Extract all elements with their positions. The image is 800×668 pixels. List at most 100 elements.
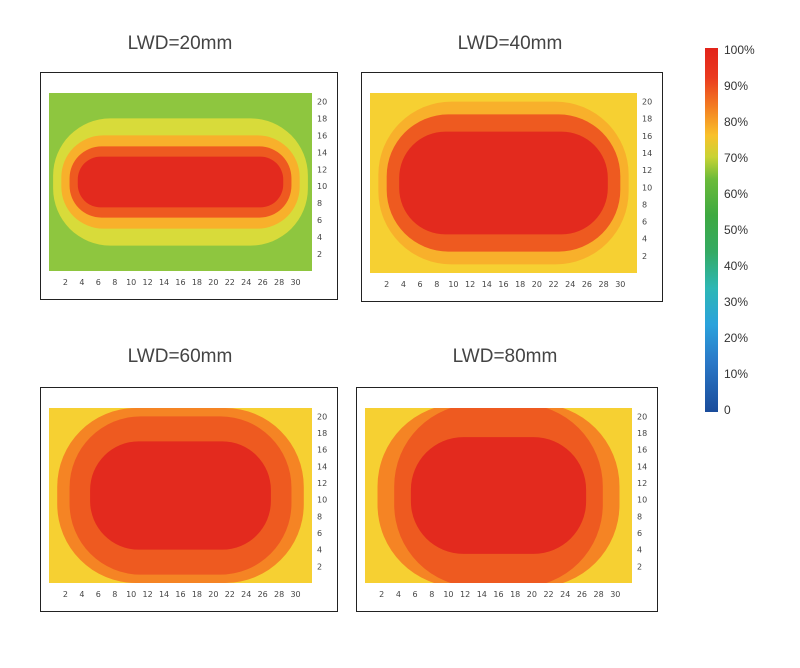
x-tick-label: 8 [429,590,434,599]
y-tick-label: 16 [317,446,327,455]
y-tick-label: 8 [637,512,642,521]
colorbar-tick-label: 80% [724,115,749,129]
x-tick-label: 4 [396,590,401,599]
x-tick-label: 28 [594,590,604,599]
x-tick-label: 6 [96,590,101,599]
x-tick-label: 14 [477,590,487,599]
panel-title: LWD=40mm [457,33,563,54]
heatmap-zone [410,437,587,554]
heatmap-svg: 2 4 6 8 10 12 14 16 18 20 22 24 26 28 3020181614121086… [49,408,327,599]
heatmap-panel: 2 4 6 8 10 12 14 16 18 20 22 24 26 28 30 20 18 16 14 12 10 8 6… [40,387,338,612]
x-tick-label: 16 [498,280,508,289]
colorbar-tick-label: 100% [724,43,755,57]
x-tick-label: 6 [413,590,418,599]
x-tick-label: 22 [225,278,235,287]
x-tick-label: 20 [208,278,218,287]
x-tick-label: 18 [192,590,202,599]
x-tick-label: 14 [159,278,169,287]
heatmap-svg: 2 4 6 8 10 12 14 16 18 20 22 24 26 28 3020181614121086… [370,93,652,289]
y-tick-label: 6 [317,529,322,538]
x-tick-label: 14 [159,590,169,599]
x-tick-label: 20 [208,590,218,599]
x-tick-label: 6 [96,278,101,287]
x-tick-label: 20 [532,280,542,289]
heatmap-panel: 2 4 6 8 10 12 14 16 18 20 22 24 26 28 30 20 18 16 14 12 10 8 6… [356,387,658,612]
x-tick-label: 24 [560,590,570,599]
x-tick-label: 10 [126,590,136,599]
x-tick-label: 18 [192,278,202,287]
heatmap-svg: 2 4 6 8 10 12 14 16 18 20 22 24 26 28 3020181614121086… [49,93,327,287]
x-tick-label: 2 [384,280,389,289]
y-tick-label: 20 [317,97,327,106]
y-tick-label: 18 [637,429,647,438]
x-tick-label: 20 [527,590,537,599]
x-tick-label: 10 [443,590,453,599]
x-tick-label: 10 [126,278,136,287]
colorbar-tick-label: 90% [724,79,749,93]
y-tick-label: 8 [642,200,647,209]
y-tick-label: 8 [317,199,322,208]
y-tick-label: 16 [637,446,647,455]
x-tick-label: 2 [63,590,68,599]
x-tick-label: 26 [258,278,268,287]
x-tick-label: 16 [493,590,503,599]
y-tick-label: 14 [317,462,327,471]
y-tick-label: 6 [637,529,642,538]
x-tick-label: 12 [465,280,475,289]
x-tick-label: 16 [175,278,185,287]
y-tick-label: 6 [642,218,647,227]
y-tick-label: 16 [642,132,652,141]
y-tick-label: 4 [637,546,642,555]
y-tick-label: 12 [317,165,327,174]
heatmap-svg: 2 4 6 8 10 12 14 16 18 20 22 24 26 28 3020181614121086… [365,408,647,599]
x-tick-label: 4 [79,590,84,599]
x-tick-label: 8 [112,590,117,599]
x-tick-label: 2 [379,590,384,599]
y-tick-label: 10 [637,496,647,505]
x-tick-label: 4 [79,278,84,287]
panel-title: LWD=80mm [452,346,558,367]
y-tick-label: 8 [317,512,322,521]
y-tick-label: 20 [642,98,652,107]
y-tick-label: 2 [637,562,642,571]
y-tick-label: 16 [317,131,327,140]
y-tick-label: 10 [317,182,327,191]
x-tick-label: 8 [112,278,117,287]
x-tick-label: 22 [548,280,558,289]
y-tick-label: 18 [317,429,327,438]
x-tick-label: 2 [63,278,68,287]
y-tick-label: 12 [642,166,652,175]
y-tick-label: 18 [642,115,652,124]
x-tick-label: 22 [543,590,553,599]
x-tick-label: 30 [610,590,620,599]
panel-title: LWD=20mm [127,33,233,54]
y-tick-label: 14 [637,462,647,471]
x-tick-label: 10 [448,280,458,289]
x-tick-label: 28 [274,278,284,287]
y-tick-label: 10 [642,183,652,192]
y-tick-label: 18 [317,114,327,123]
colorbar-tick-label: 10% [724,367,749,381]
colorbar-tick-label: 20% [724,331,749,345]
x-tick-label: 14 [482,280,492,289]
colorbar-tick-label: 30% [724,295,749,309]
colorbar-tick-label: 40% [724,259,749,273]
y-tick-label: 12 [317,479,327,488]
colorbar-tick-label: 0 [724,403,731,417]
x-tick-label: 24 [241,278,251,287]
x-tick-label: 12 [143,590,153,599]
y-tick-label: 2 [317,562,322,571]
heatmap-zone [399,131,608,235]
x-tick-label: 26 [577,590,587,599]
heatmap-zone [77,156,284,208]
x-tick-label: 24 [565,280,575,289]
x-tick-label: 28 [274,590,284,599]
y-tick-label: 14 [642,149,652,158]
x-tick-label: 28 [599,280,609,289]
x-tick-label: 30 [290,590,300,599]
y-tick-label: 20 [317,412,327,421]
y-tick-label: 4 [317,546,322,555]
y-tick-label: 20 [637,412,647,421]
x-tick-label: 12 [460,590,470,599]
y-tick-label: 2 [317,250,322,259]
